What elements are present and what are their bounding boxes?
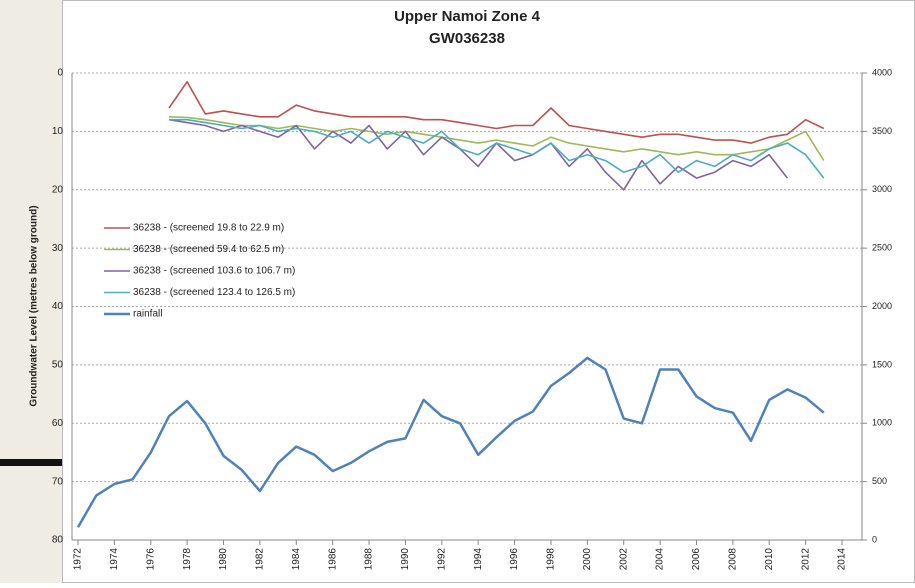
series-line bbox=[168, 81, 825, 144]
x-tick-label: 1978 bbox=[182, 548, 193, 571]
x-tick-label: 2012 bbox=[800, 548, 811, 571]
y2-tick-label: 3000 bbox=[872, 184, 892, 194]
x-tick-label: 2006 bbox=[691, 548, 702, 571]
x-tick-label: 1988 bbox=[364, 548, 375, 571]
series-line bbox=[168, 118, 789, 191]
legend-label: 36238 - (screened 123.4 to 126.5 m) bbox=[133, 287, 295, 298]
legend-label: 36238 - (screened 59.4 to 62.5 m) bbox=[133, 244, 284, 255]
series-line bbox=[169, 118, 825, 179]
x-tick-label: 1980 bbox=[218, 548, 229, 571]
y-tick-label: 60 bbox=[52, 418, 64, 429]
y2-tick-label: 3500 bbox=[872, 126, 892, 136]
x-tick-label: 1986 bbox=[327, 548, 338, 571]
x-tick-label: 1982 bbox=[255, 548, 266, 571]
y-tick-label: 30 bbox=[52, 243, 64, 254]
y2-tick-label: 1000 bbox=[872, 418, 892, 428]
y-tick-label: 80 bbox=[52, 535, 64, 546]
chart-subtitle: GW036238 bbox=[429, 30, 505, 47]
x-tick-label: 2004 bbox=[655, 548, 666, 571]
x-tick-label: 2010 bbox=[764, 548, 775, 571]
y2-tick-label: 1500 bbox=[872, 359, 892, 369]
y2-tick-label: 2000 bbox=[872, 301, 892, 311]
x-tick-label: 2002 bbox=[618, 548, 629, 571]
chart-title: Upper Namoi Zone 4 bbox=[394, 8, 541, 25]
y-tick-label: 40 bbox=[52, 301, 64, 312]
x-tick-label: 1972 bbox=[73, 548, 84, 571]
legend-label: 36238 - (screened 103.6 to 106.7 m) bbox=[133, 266, 295, 277]
x-tick-label: 1990 bbox=[400, 548, 411, 571]
y-tick-label: 50 bbox=[52, 360, 64, 371]
y2-tick-label: 4000 bbox=[872, 67, 892, 77]
x-tick-label: 1998 bbox=[546, 548, 557, 571]
y2-tick-label: 500 bbox=[872, 476, 887, 486]
x-tick-label: 1974 bbox=[109, 548, 120, 571]
series-line bbox=[168, 116, 825, 162]
x-tick-label: 1984 bbox=[291, 548, 302, 571]
y2-tick-label: 0 bbox=[872, 534, 877, 544]
y2-tick-label: 2500 bbox=[872, 243, 892, 253]
series-line bbox=[76, 356, 825, 528]
decor-bar bbox=[0, 459, 62, 466]
chart-panel bbox=[62, 0, 915, 583]
x-tick-label: 1996 bbox=[509, 548, 520, 571]
y-axis-label: Groundwater Level (metres below ground) bbox=[29, 205, 40, 406]
x-tick-label: 2014 bbox=[837, 548, 848, 571]
x-tick-label: 1992 bbox=[436, 548, 447, 571]
y-tick-label: 70 bbox=[52, 476, 64, 487]
legend-label: 36238 - (screened 19.8 to 22.9 m) bbox=[133, 223, 284, 234]
legend-label: rainfall bbox=[133, 309, 162, 320]
x-tick-label: 1976 bbox=[145, 548, 156, 571]
x-tick-label: 2008 bbox=[727, 548, 738, 571]
y-tick-label: 0 bbox=[57, 68, 63, 79]
y-tick-label: 20 bbox=[52, 184, 64, 195]
x-tick-label: 2000 bbox=[582, 548, 593, 571]
x-tick-label: 1994 bbox=[473, 548, 484, 571]
y-tick-label: 10 bbox=[52, 126, 64, 137]
